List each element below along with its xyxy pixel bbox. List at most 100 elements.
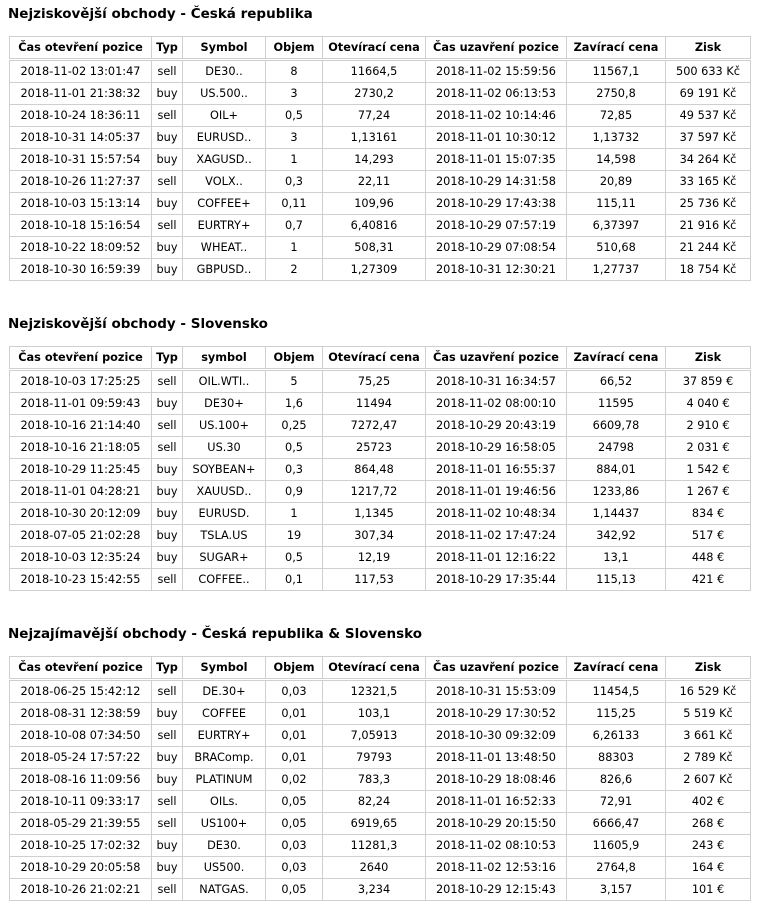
- cell-type: sell: [151, 790, 183, 813]
- cell-close-price: 72,91: [566, 790, 666, 813]
- cell-close-price: 6,37397: [566, 214, 666, 237]
- cell-type: buy: [151, 148, 183, 171]
- cell-close-price: 66,52: [566, 369, 666, 393]
- cell-volume: 0,01: [265, 702, 323, 725]
- cell-open-time: 2018-10-30 16:59:39: [9, 258, 152, 281]
- cell-type: buy: [151, 480, 183, 503]
- table-row: 2018-10-18 15:16:54 sell EURTRY+ 0,7 6,40816…: [9, 214, 751, 237]
- cell-volume: 0,3: [265, 458, 323, 481]
- column-header-type: Typ: [151, 656, 183, 681]
- cell-type: buy: [151, 856, 183, 879]
- cell-open-time: 2018-10-31 15:57:54: [9, 148, 152, 171]
- cell-profit: 402 €: [665, 790, 751, 813]
- cell-open-time: 2018-10-03 15:13:14: [9, 192, 152, 215]
- cell-profit: 21 916 Kč: [665, 214, 751, 237]
- cell-open-time: 2018-05-24 17:57:22: [9, 746, 152, 769]
- cell-close-time: 2018-10-29 07:08:54: [425, 236, 567, 259]
- cell-open-price: 508,31: [322, 236, 426, 259]
- cell-open-price: 6919,65: [322, 812, 426, 835]
- cell-open-price: 864,48: [322, 458, 426, 481]
- cell-type: buy: [151, 524, 183, 547]
- section-top-trades-cz: Nejziskovější obchody - Česká republika …: [8, 4, 751, 281]
- cell-open-time: 2018-07-05 21:02:28: [9, 524, 152, 547]
- cell-close-time: 2018-11-02 12:53:16: [425, 856, 567, 879]
- cell-close-time: 2018-11-02 08:00:10: [425, 392, 567, 415]
- cell-volume: 1,6: [265, 392, 323, 415]
- cell-type: sell: [151, 369, 183, 393]
- cell-type: buy: [151, 258, 183, 281]
- cell-type: sell: [151, 59, 183, 83]
- cell-profit: 517 €: [665, 524, 751, 547]
- cell-volume: 2: [265, 258, 323, 281]
- cell-close-time: 2018-11-01 16:52:33: [425, 790, 567, 813]
- table-row: 2018-11-02 13:01:47 sell DE30.. 8 11664,5 201…: [9, 59, 751, 83]
- cell-type: buy: [151, 236, 183, 259]
- cell-profit: 2 607 Kč: [665, 768, 751, 791]
- cell-open-price: 12321,5: [322, 679, 426, 703]
- cell-profit: 448 €: [665, 546, 751, 569]
- cell-close-price: 11454,5: [566, 679, 666, 703]
- cell-close-price: 13,1: [566, 546, 666, 569]
- table-row: 2018-10-26 21:02:21 sell NATGAS. 0,05 3,234 2…: [9, 878, 751, 901]
- cell-volume: 0,03: [265, 856, 323, 879]
- cell-type: buy: [151, 82, 183, 105]
- cell-open-price: 77,24: [322, 104, 426, 127]
- cell-symbol: GBPUSD..: [182, 258, 266, 281]
- cell-close-time: 2018-11-01 10:30:12: [425, 126, 567, 149]
- cell-symbol: US.100+: [182, 414, 266, 437]
- cell-volume: 0,01: [265, 746, 323, 769]
- cell-type: buy: [151, 546, 183, 569]
- cell-open-price: 3,234: [322, 878, 426, 901]
- cell-type: sell: [151, 414, 183, 437]
- cell-profit: 37 597 Kč: [665, 126, 751, 149]
- cell-open-price: 117,53: [322, 568, 426, 591]
- cell-volume: 0,05: [265, 812, 323, 835]
- cell-open-time: 2018-10-30 20:12:09: [9, 502, 152, 525]
- cell-open-time: 2018-11-02 13:01:47: [9, 59, 152, 83]
- cell-open-time: 2018-10-03 12:35:24: [9, 546, 152, 569]
- cell-symbol: DE30..: [182, 59, 266, 83]
- column-header-open-time: Čas otevření pozice: [9, 36, 152, 61]
- cell-close-time: 2018-11-02 10:48:34: [425, 502, 567, 525]
- cell-close-time: 2018-11-02 17:47:24: [425, 524, 567, 547]
- cell-close-price: 884,01: [566, 458, 666, 481]
- cell-open-price: 11494: [322, 392, 426, 415]
- column-header-close-time: Čas uzavření pozice: [425, 656, 567, 681]
- table-row: 2018-10-30 20:12:09 buy EURUSD. 1 1,1345 2018…: [9, 502, 751, 525]
- cell-open-price: 25723: [322, 436, 426, 459]
- cell-close-price: 115,25: [566, 702, 666, 725]
- cell-close-price: 11567,1: [566, 59, 666, 83]
- cell-type: sell: [151, 436, 183, 459]
- trades-table: Čas otevření pozice Typ Symbol Objem Otevíra…: [9, 656, 751, 901]
- cell-volume: 5: [265, 369, 323, 393]
- table-row: 2018-10-24 18:36:11 sell OIL+ 0,5 77,24 2018-…: [9, 104, 751, 127]
- cell-close-time: 2018-11-01 12:16:22: [425, 546, 567, 569]
- table-row: 2018-10-30 16:59:39 buy GBPUSD.. 2 1,27309 20…: [9, 258, 751, 281]
- cell-close-time: 2018-11-01 15:07:35: [425, 148, 567, 171]
- cell-open-time: 2018-11-01 09:59:43: [9, 392, 152, 415]
- cell-close-price: 6666,47: [566, 812, 666, 835]
- cell-volume: 3: [265, 82, 323, 105]
- cell-profit: 2 789 Kč: [665, 746, 751, 769]
- cell-close-time: 2018-10-31 16:34:57: [425, 369, 567, 393]
- cell-volume: 0,5: [265, 104, 323, 127]
- cell-symbol: PLATINUM: [182, 768, 266, 791]
- cell-type: sell: [151, 104, 183, 127]
- cell-open-price: 7272,47: [322, 414, 426, 437]
- cell-type: buy: [151, 834, 183, 857]
- cell-open-price: 14,293: [322, 148, 426, 171]
- cell-symbol: US.500..: [182, 82, 266, 105]
- trades-table: Čas otevření pozice Typ Symbol Objem Otevíra…: [9, 36, 751, 281]
- cell-close-price: 20,89: [566, 170, 666, 193]
- column-header-type: Typ: [151, 36, 183, 61]
- cell-symbol: EURUSD.: [182, 502, 266, 525]
- cell-profit: 21 244 Kč: [665, 236, 751, 259]
- cell-profit: 25 736 Kč: [665, 192, 751, 215]
- cell-open-time: 2018-10-08 07:34:50: [9, 724, 152, 747]
- column-header-symbol: symbol: [182, 346, 266, 371]
- cell-symbol: EURUSD..: [182, 126, 266, 149]
- cell-close-time: 2018-10-29 17:30:52: [425, 702, 567, 725]
- cell-symbol: OILs.: [182, 790, 266, 813]
- section-top-trades-sk: Nejziskovější obchody - Slovensko Čas ot…: [8, 314, 751, 591]
- cell-profit: 101 €: [665, 878, 751, 901]
